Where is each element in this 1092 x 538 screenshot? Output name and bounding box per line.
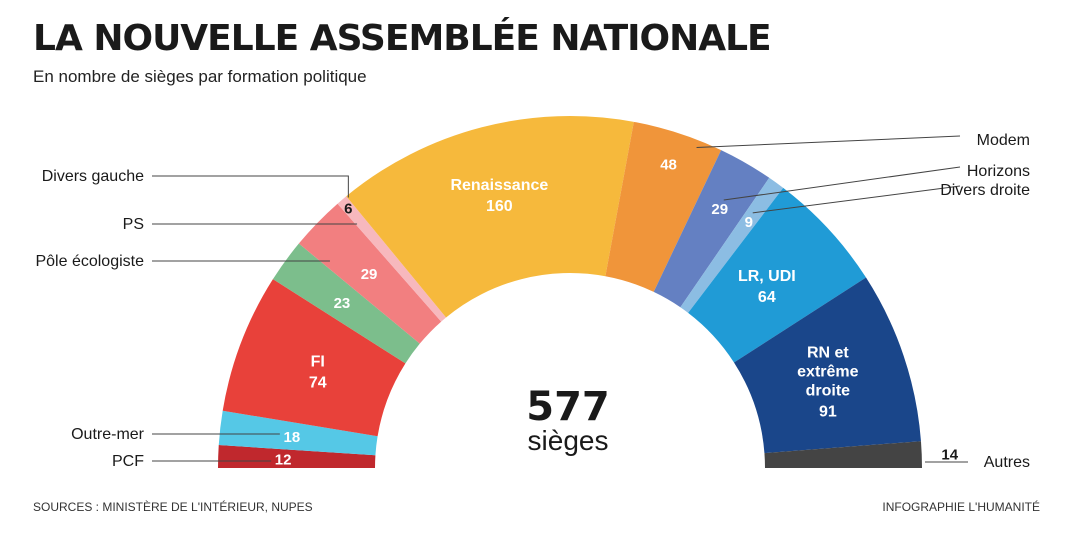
total-seats-number: 577 <box>526 384 610 430</box>
value-label-pole-ecologiste: 23 <box>334 295 351 312</box>
segment-pcf <box>218 445 376 468</box>
segment-pole-ecologiste <box>272 243 420 364</box>
segment-divers-droite <box>680 177 784 313</box>
credit-note: INFOGRAPHIE L'HUMANITÉ <box>882 500 1040 514</box>
party-label-fi: FI <box>311 354 325 371</box>
value-label-divers-droite: 9 <box>745 214 753 231</box>
leader-line-divers-gauche <box>152 175 349 198</box>
leader-line-modem <box>696 135 961 149</box>
party-label-divers-droite: Divers droite <box>940 182 1030 199</box>
value-label-rn-et-extreme-droite: 91 <box>819 403 837 420</box>
value-label-renaissance: 160 <box>486 198 513 215</box>
page-title: LA NOUVELLE ASSEMBLÉE NATIONALE <box>33 18 772 59</box>
sources-note: SOURCES : MINISTÈRE DE L'INTÉRIEUR, NUPE… <box>33 500 313 514</box>
segment-autres <box>764 441 922 468</box>
value-label-lr-udi: 64 <box>758 289 776 306</box>
value-label-horizons: 29 <box>711 201 728 218</box>
page-subtitle: En nombre de sièges par formation politi… <box>33 67 367 86</box>
segment-ps <box>298 203 442 344</box>
party-label-modem: Modem <box>977 132 1030 149</box>
party-label-pcf: PCF <box>112 453 144 470</box>
party-label-pole-ecologiste: Pôle écologiste <box>35 253 144 270</box>
segment-lr-udi <box>688 187 867 363</box>
party-label-ps: PS <box>123 216 144 233</box>
value-label-ps: 29 <box>361 266 378 283</box>
leader-line-horizons <box>723 166 961 201</box>
segment-divers-gauche <box>337 196 447 322</box>
value-label-pcf: 12 <box>275 452 292 469</box>
total-seats-unit: sièges <box>528 425 609 456</box>
value-label-modem: 48 <box>660 157 677 174</box>
party-label-outre-mer: Outre-mer <box>71 426 145 443</box>
party-label-autres: Autres <box>984 454 1030 471</box>
party-label-rn-et-extreme-droite: RN et extrême droite <box>797 344 858 399</box>
value-label-divers-gauche: 6 <box>344 201 352 218</box>
value-label-autres: 14 <box>941 447 958 464</box>
segment-horizons <box>653 150 770 308</box>
segment-rn-et-extreme-droite <box>733 277 921 454</box>
value-label-outre-mer: 18 <box>283 429 300 446</box>
segment-fi <box>222 279 406 437</box>
value-label-fi: 74 <box>309 375 327 392</box>
segment-outre-mer <box>218 410 378 456</box>
party-label-horizons: Horizons <box>967 163 1030 180</box>
party-label-renaissance: Renaissance <box>450 177 548 194</box>
party-label-lr-udi: LR, UDI <box>738 268 796 285</box>
leader-line-divers-droite <box>752 185 961 214</box>
party-label-divers-gauche: Divers gauche <box>42 168 144 185</box>
segment-renaissance <box>346 116 634 318</box>
segment-modem <box>605 121 722 292</box>
